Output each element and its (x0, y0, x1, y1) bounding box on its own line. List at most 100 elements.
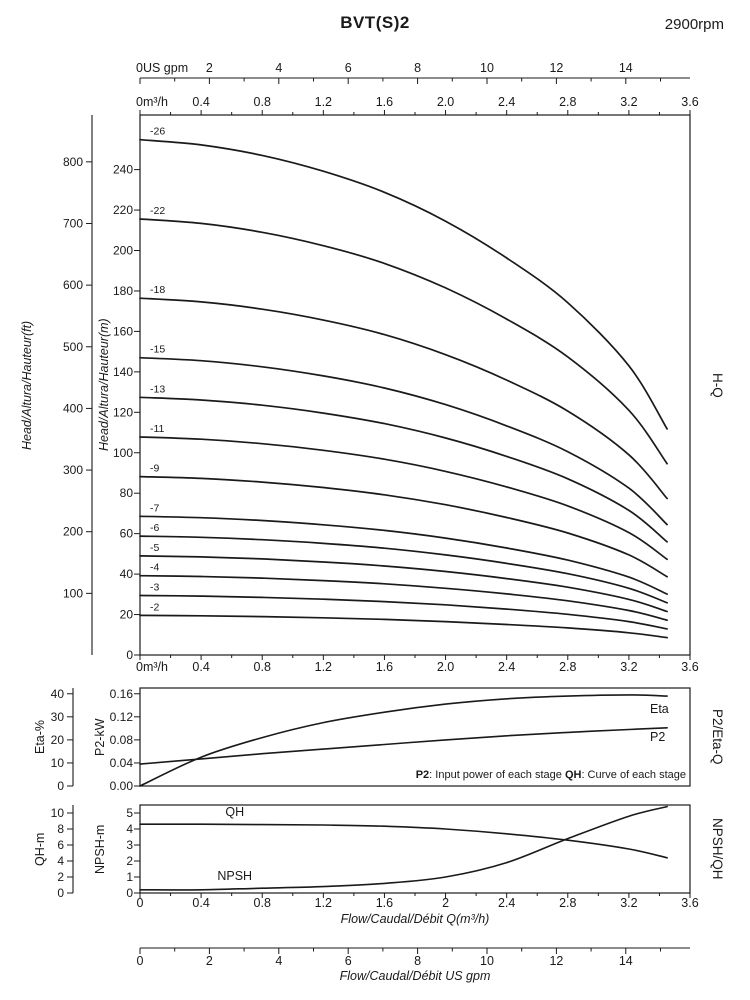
svg-text:-6: -6 (150, 522, 159, 534)
svg-text:3.2: 3.2 (620, 896, 637, 910)
svg-text:10: 10 (51, 806, 65, 820)
hq-bottom-axis: 0m³/h 0.4 0.8 1.2 1.6 2.0 2.4 2.8 3.2 3.6 (136, 655, 699, 674)
svg-text:5: 5 (126, 806, 133, 820)
svg-text:2: 2 (206, 954, 213, 968)
svg-text:1: 1 (126, 870, 133, 884)
svg-text:700: 700 (63, 216, 83, 230)
axis-title-head-m: Head/Altura/Hauteur(m) (97, 318, 111, 452)
svg-text:0.4: 0.4 (192, 896, 209, 910)
chart-name-p2eta: P2/Eta-Q (710, 709, 725, 765)
svg-text:12: 12 (549, 954, 563, 968)
p2eta-frame (139, 687, 691, 787)
svg-text:0: 0 (126, 648, 133, 662)
svg-text:2: 2 (57, 870, 64, 884)
svg-text:2: 2 (206, 61, 213, 75)
svg-text:10: 10 (480, 954, 494, 968)
svg-text:1.6: 1.6 (376, 95, 393, 109)
svg-text:0: 0 (57, 886, 64, 900)
svg-text:800: 800 (63, 155, 83, 169)
chart-name-hq: H-Q (710, 372, 725, 398)
svg-text:3.2: 3.2 (620, 660, 637, 674)
svg-text:0m³/h: 0m³/h (136, 95, 168, 109)
svg-text:4: 4 (275, 61, 282, 75)
svg-text:500: 500 (63, 340, 83, 354)
svg-text:0.8: 0.8 (254, 660, 271, 674)
svg-text:2.0: 2.0 (437, 660, 454, 674)
svg-text:2.4: 2.4 (498, 896, 515, 910)
svg-text:-18: -18 (150, 284, 165, 296)
svg-text:0.04: 0.04 (110, 756, 134, 770)
svg-text:40: 40 (120, 567, 134, 581)
svg-text:-4: -4 (150, 562, 159, 574)
svg-text:30: 30 (51, 710, 65, 724)
svg-text:10: 10 (51, 756, 65, 770)
svg-text:200: 200 (63, 525, 83, 539)
svg-text:1.2: 1.2 (315, 95, 332, 109)
svg-text:2.0: 2.0 (437, 95, 454, 109)
svg-text:0.8: 0.8 (254, 896, 271, 910)
svg-text:-13: -13 (150, 383, 165, 395)
svg-text:8: 8 (414, 61, 421, 75)
svg-text:400: 400 (63, 401, 83, 415)
svg-text:0.16: 0.16 (110, 687, 134, 701)
top-m3h-axis: 0m³/h 0.4 0.8 1.2 1.6 2.0 2.4 2.8 3.2 3.6 (136, 95, 699, 115)
svg-text:6: 6 (57, 838, 64, 852)
svg-text:160: 160 (113, 324, 133, 338)
svg-text:0.8: 0.8 (254, 95, 271, 109)
speed-label: 2900rpm (664, 16, 724, 33)
chart-name-npshqh: NPSH/QH (710, 818, 725, 880)
svg-text:8: 8 (414, 954, 421, 968)
qh-axis: 0 2 4 6 8 10 (51, 805, 74, 900)
axis-title-p2: P2-kW (93, 718, 107, 756)
hq-curve-labels: -2 -3 -4 -5 -6 -7 -9 -11 -13 -15 -18 -22 -26 (150, 126, 165, 614)
npshqh-bottom-axis: 0 0.4 0.8 1.2 1.6 2 2.4 2.8 3.2 3.6 (137, 893, 699, 910)
svg-text:6: 6 (345, 954, 352, 968)
svg-text:2.8: 2.8 (559, 95, 576, 109)
svg-text:200: 200 (113, 244, 133, 258)
svg-text:14: 14 (619, 954, 633, 968)
svg-text:0.4: 0.4 (192, 95, 209, 109)
svg-text:0: 0 (126, 886, 133, 900)
svg-text:2.8: 2.8 (559, 660, 576, 674)
svg-text:-22: -22 (150, 205, 165, 217)
svg-text:2.8: 2.8 (559, 896, 576, 910)
page-title: BVT(S)2 (340, 13, 410, 32)
svg-text:10: 10 (480, 61, 494, 75)
svg-text:12: 12 (549, 61, 563, 75)
svg-text:3: 3 (126, 838, 133, 852)
svg-text:-9: -9 (150, 463, 159, 475)
ft-axis: 100 200 300 400 500 600 700 800 (63, 115, 93, 655)
svg-text:P2: P2 (650, 730, 665, 744)
axis-title-head-ft: Head/Altura/Hauteur(ft) (20, 320, 34, 450)
axis-title-eta: Eta-% (33, 719, 47, 755)
svg-text:60: 60 (120, 527, 134, 541)
svg-text:300: 300 (63, 463, 83, 477)
svg-text:20: 20 (120, 608, 134, 622)
p2-axis: 0.00 0.04 0.08 0.12 0.16 (110, 687, 140, 793)
npshqh-curves: QH NPSH (139, 805, 668, 891)
top-gpm-axis: 0US gpm 2 4 6 8 10 12 14 (136, 61, 690, 84)
axis-title-flow-m3h: Flow/Caudal/Débit Q(m³/h) (340, 912, 490, 926)
axis-title-qh: QH-m (33, 832, 47, 866)
svg-text:Eta: Eta (650, 702, 669, 716)
svg-text:100: 100 (113, 446, 133, 460)
axis-title-flow-gpm: Flow/Caudal/Débit US gpm (339, 969, 491, 983)
svg-text:1.2: 1.2 (315, 896, 332, 910)
svg-text:-5: -5 (150, 542, 159, 554)
svg-text:-2: -2 (150, 601, 159, 613)
npsh-axis: 0 1 2 3 4 5 (126, 806, 140, 900)
svg-text:0US gpm: 0US gpm (136, 61, 188, 75)
svg-text:NPSH: NPSH (217, 869, 252, 883)
legend-note: P2: Input power of each stage QH: Curve … (415, 769, 686, 781)
svg-text:2.4: 2.4 (498, 660, 515, 674)
svg-text:0: 0 (57, 779, 64, 793)
svg-text:-7: -7 (150, 502, 159, 514)
svg-text:QH: QH (225, 805, 244, 819)
svg-text:14: 14 (619, 61, 633, 75)
svg-text:180: 180 (113, 284, 133, 298)
svg-text:0.12: 0.12 (110, 710, 134, 724)
eta-axis: 0 10 20 30 40 (51, 687, 74, 793)
m-axis: 0 20 40 60 80 100 120 140 160 180 200 220 240 (113, 163, 140, 662)
